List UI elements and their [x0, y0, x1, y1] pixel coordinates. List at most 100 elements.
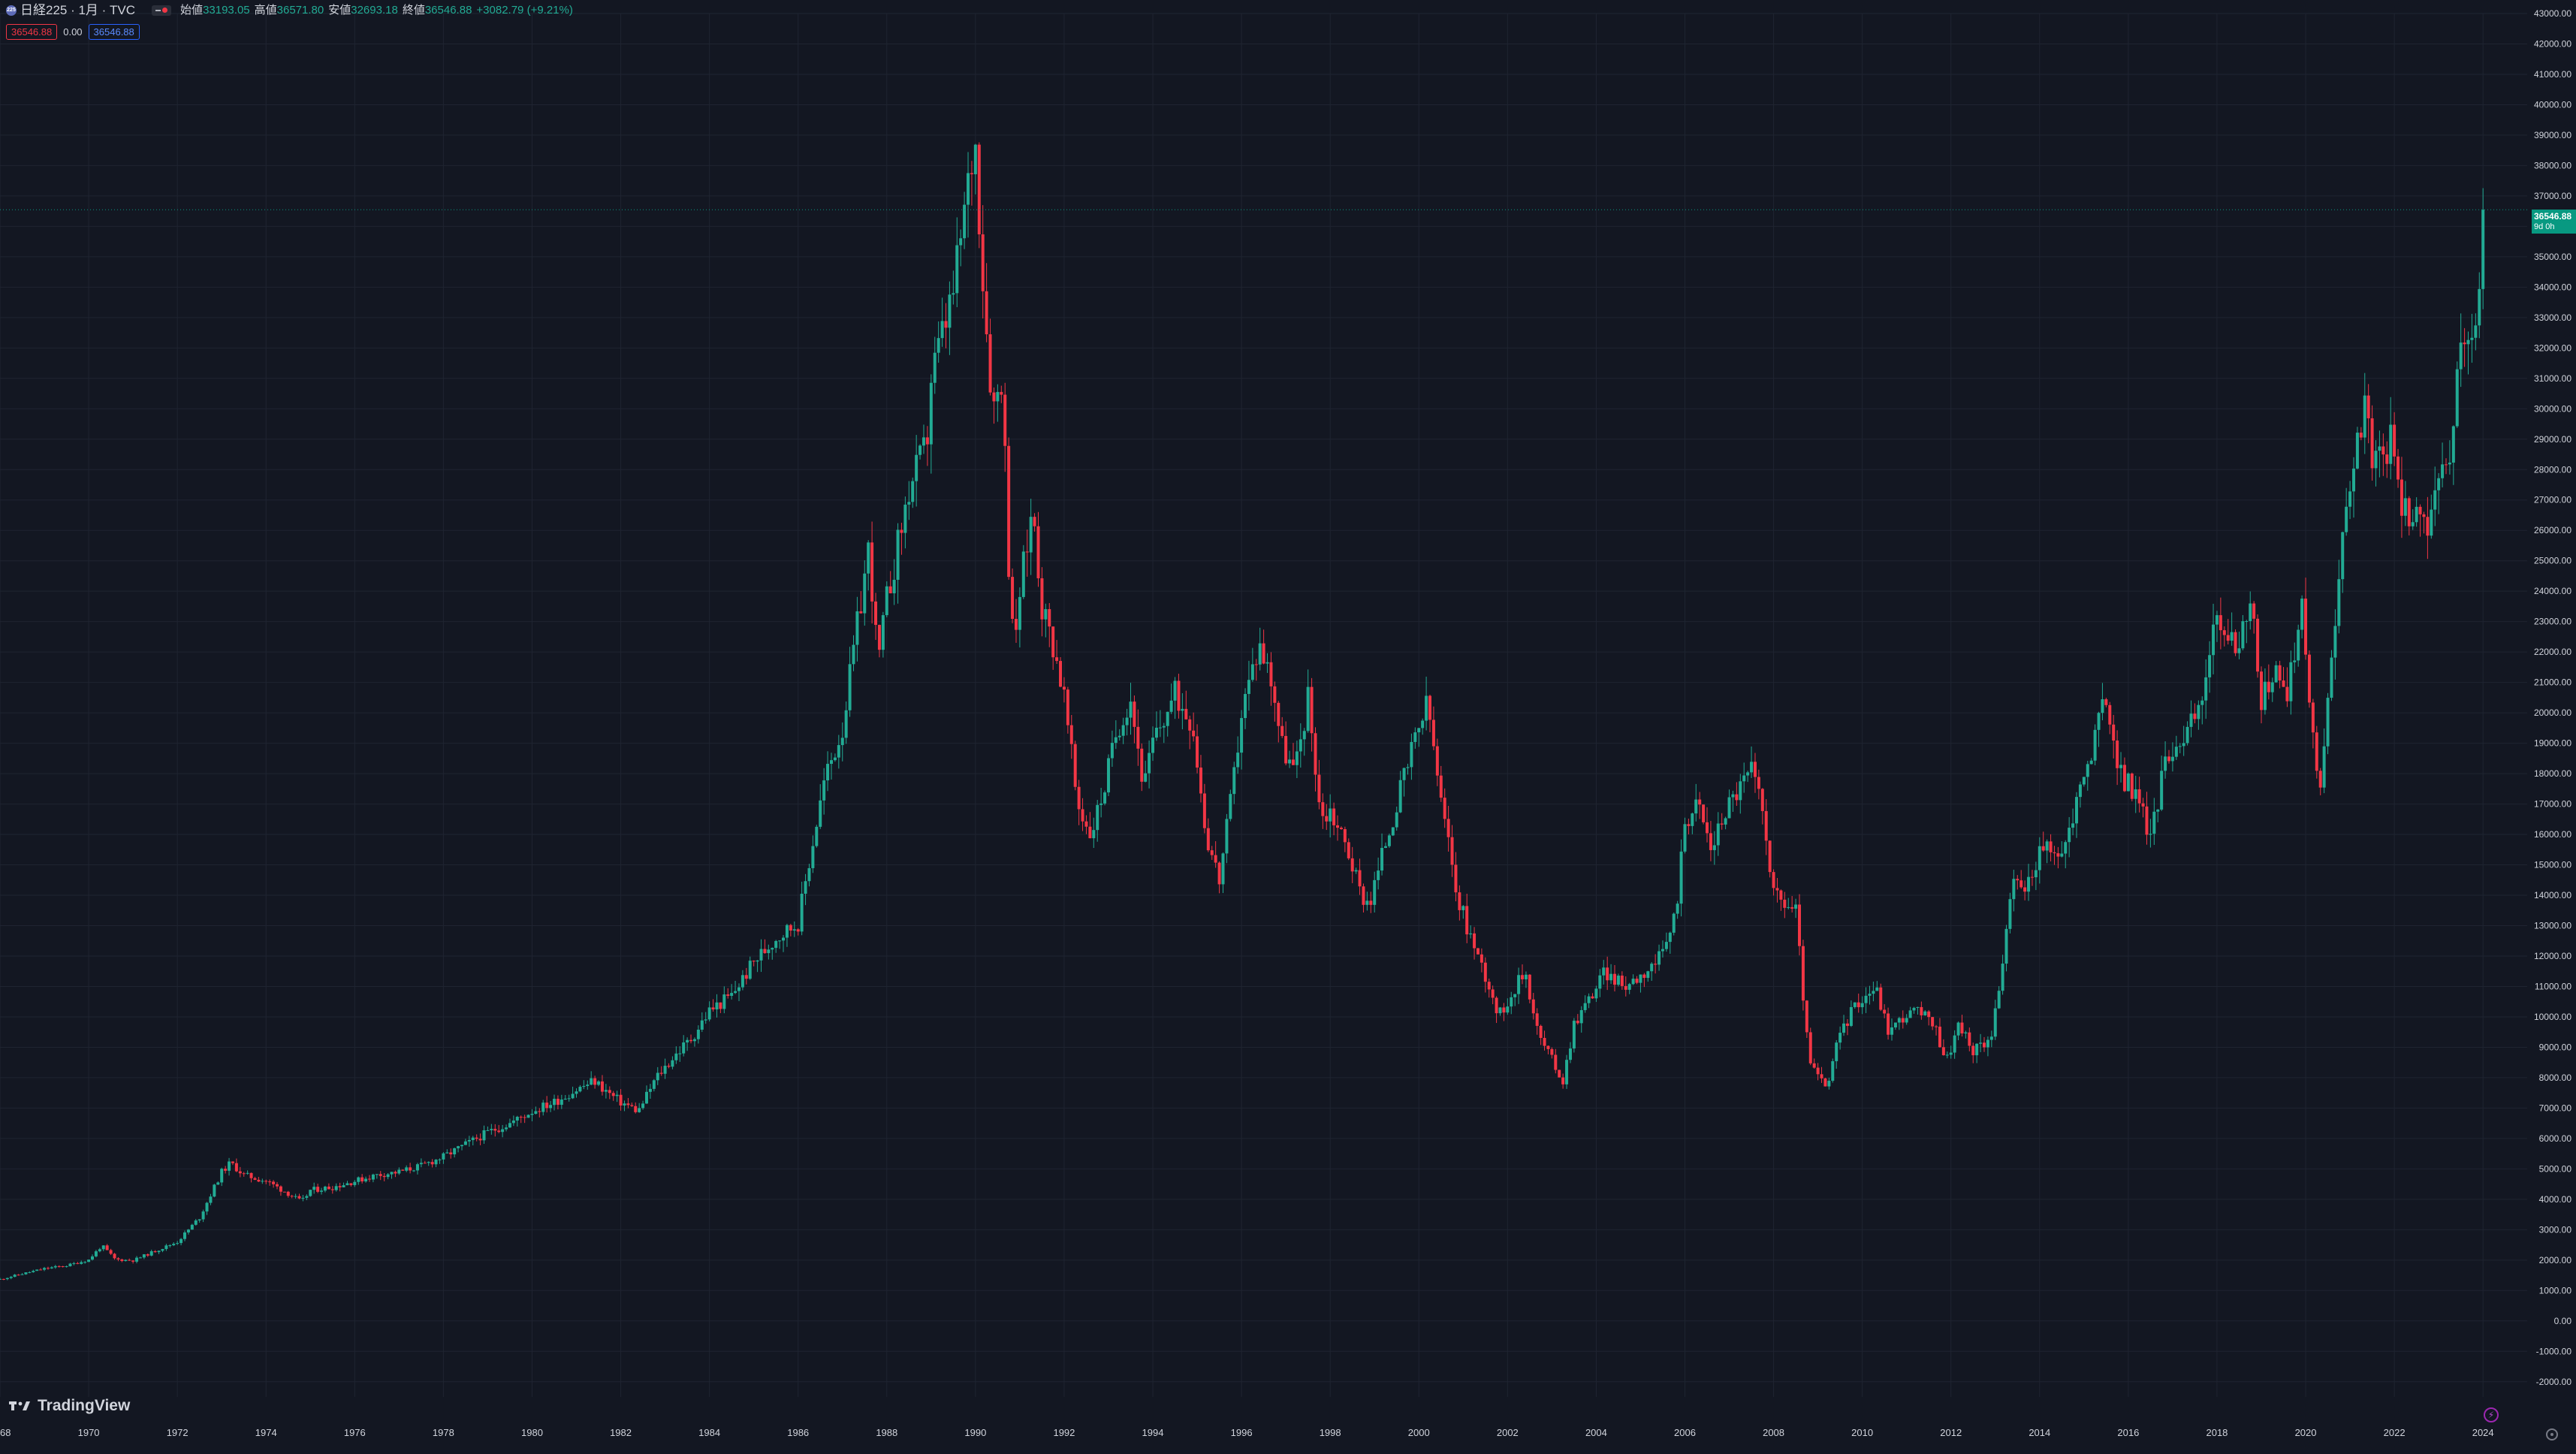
candle-body	[597, 1081, 601, 1085]
candle-body	[1787, 906, 1790, 908]
candle-body	[1724, 818, 1727, 825]
candle-body	[641, 1103, 645, 1109]
candle-body	[1606, 967, 1609, 981]
candle-body	[1842, 1023, 1846, 1033]
candle-body	[948, 294, 952, 328]
candle-body	[575, 1091, 578, 1094]
candle-body	[586, 1084, 590, 1086]
candle-body	[1103, 792, 1107, 804]
candle-body	[2, 1278, 5, 1280]
candle-body	[734, 991, 738, 994]
candle-body	[2178, 746, 2182, 747]
candle-body	[201, 1211, 205, 1220]
candle-body	[1336, 825, 1340, 828]
lightning-icon[interactable]: ⚡	[2484, 1407, 2499, 1422]
last-price-value: 36546.88	[2534, 211, 2572, 222]
candle-body	[2474, 325, 2478, 338]
candle-body	[1144, 773, 1148, 782]
candle-body	[1565, 1060, 1569, 1084]
candle-body	[427, 1162, 430, 1163]
visibility-toggle-icon[interactable]	[152, 5, 172, 16]
candle-body	[1572, 1021, 1576, 1049]
candle-body	[1968, 1032, 1971, 1046]
candle-body	[2297, 629, 2300, 661]
candle-body	[726, 994, 730, 996]
candle-body	[297, 1196, 301, 1199]
candle-body	[434, 1160, 438, 1165]
candle-body	[2263, 681, 2267, 710]
candle-body	[61, 1266, 65, 1268]
candle-body	[2193, 713, 2197, 719]
candle-body	[1446, 819, 1450, 837]
candle-body	[2466, 339, 2470, 345]
candle-body	[1232, 767, 1236, 795]
candle-body	[900, 529, 903, 533]
candle-body	[874, 601, 878, 626]
candle-body	[2393, 424, 2397, 457]
candle-body	[682, 1042, 686, 1054]
candle-body	[2385, 454, 2389, 464]
settings-gear-icon[interactable]	[2546, 1428, 2558, 1440]
candle-body	[1975, 1043, 1979, 1056]
candle-body	[1868, 994, 1872, 996]
candle-body	[2455, 369, 2459, 427]
candle-body	[1945, 1054, 1949, 1056]
candle-body	[1835, 1042, 1838, 1061]
candle-body	[1383, 846, 1387, 848]
candle-body	[1206, 828, 1210, 851]
candle-body	[973, 144, 977, 175]
candle-body	[2345, 506, 2348, 532]
candle-body	[2152, 811, 2156, 834]
candle-body	[523, 1117, 526, 1118]
candle-body	[2027, 876, 2031, 892]
candle-body	[1879, 987, 1883, 1010]
candle-body	[80, 1262, 83, 1264]
symbol-badge-icon: 225	[6, 5, 17, 16]
candle-body	[2389, 424, 2393, 464]
tradingview-logo[interactable]: TradingView	[9, 1397, 130, 1415]
candle-body	[863, 573, 867, 614]
candle-body	[988, 334, 992, 393]
candle-body	[1273, 686, 1277, 703]
candle-body	[2351, 468, 2355, 492]
candle-body	[918, 445, 922, 455]
buy-button[interactable]: 36546.88	[88, 24, 140, 40]
candle-body	[1495, 997, 1498, 1014]
candle-body	[2337, 579, 2341, 626]
symbol-title[interactable]: 日経225 · 1月 · TVC	[20, 3, 136, 17]
candle-body	[2104, 699, 2108, 705]
candle-body	[1920, 1006, 1923, 1015]
candle-body	[619, 1094, 623, 1106]
candle-body	[2215, 615, 2219, 625]
x-tick-label: 2004	[1585, 1427, 1607, 1438]
candle-body	[1465, 906, 1469, 935]
candle-body	[1162, 725, 1166, 728]
candle-body	[120, 1259, 124, 1261]
candle-body	[1658, 951, 1661, 965]
candle-body	[2478, 288, 2481, 326]
candle-body	[76, 1262, 80, 1264]
low-label: 安値	[328, 4, 351, 17]
candle-body	[301, 1197, 305, 1199]
candle-body	[1742, 775, 1746, 782]
candle-body	[2278, 665, 2282, 681]
candle-body	[985, 291, 988, 335]
candle-body	[2249, 603, 2252, 621]
candle-body	[371, 1174, 375, 1180]
candle-body	[2433, 490, 2437, 510]
y-tick-label: 12000.00	[2534, 951, 2571, 961]
candle-body	[1631, 979, 1635, 985]
y-tick-label: 6000.00	[2539, 1133, 2572, 1144]
sell-button[interactable]: 36546.88	[6, 24, 58, 40]
candle-body	[157, 1250, 161, 1253]
candle-body	[1646, 971, 1650, 979]
candle-body	[375, 1174, 379, 1175]
candle-body	[1635, 979, 1639, 983]
candle-body	[2437, 478, 2441, 490]
candle-body	[771, 948, 774, 950]
candle-body	[213, 1184, 216, 1197]
y-tick-label: 25000.00	[2534, 556, 2571, 566]
candle-body	[24, 1272, 28, 1275]
candle-body	[1280, 725, 1284, 736]
